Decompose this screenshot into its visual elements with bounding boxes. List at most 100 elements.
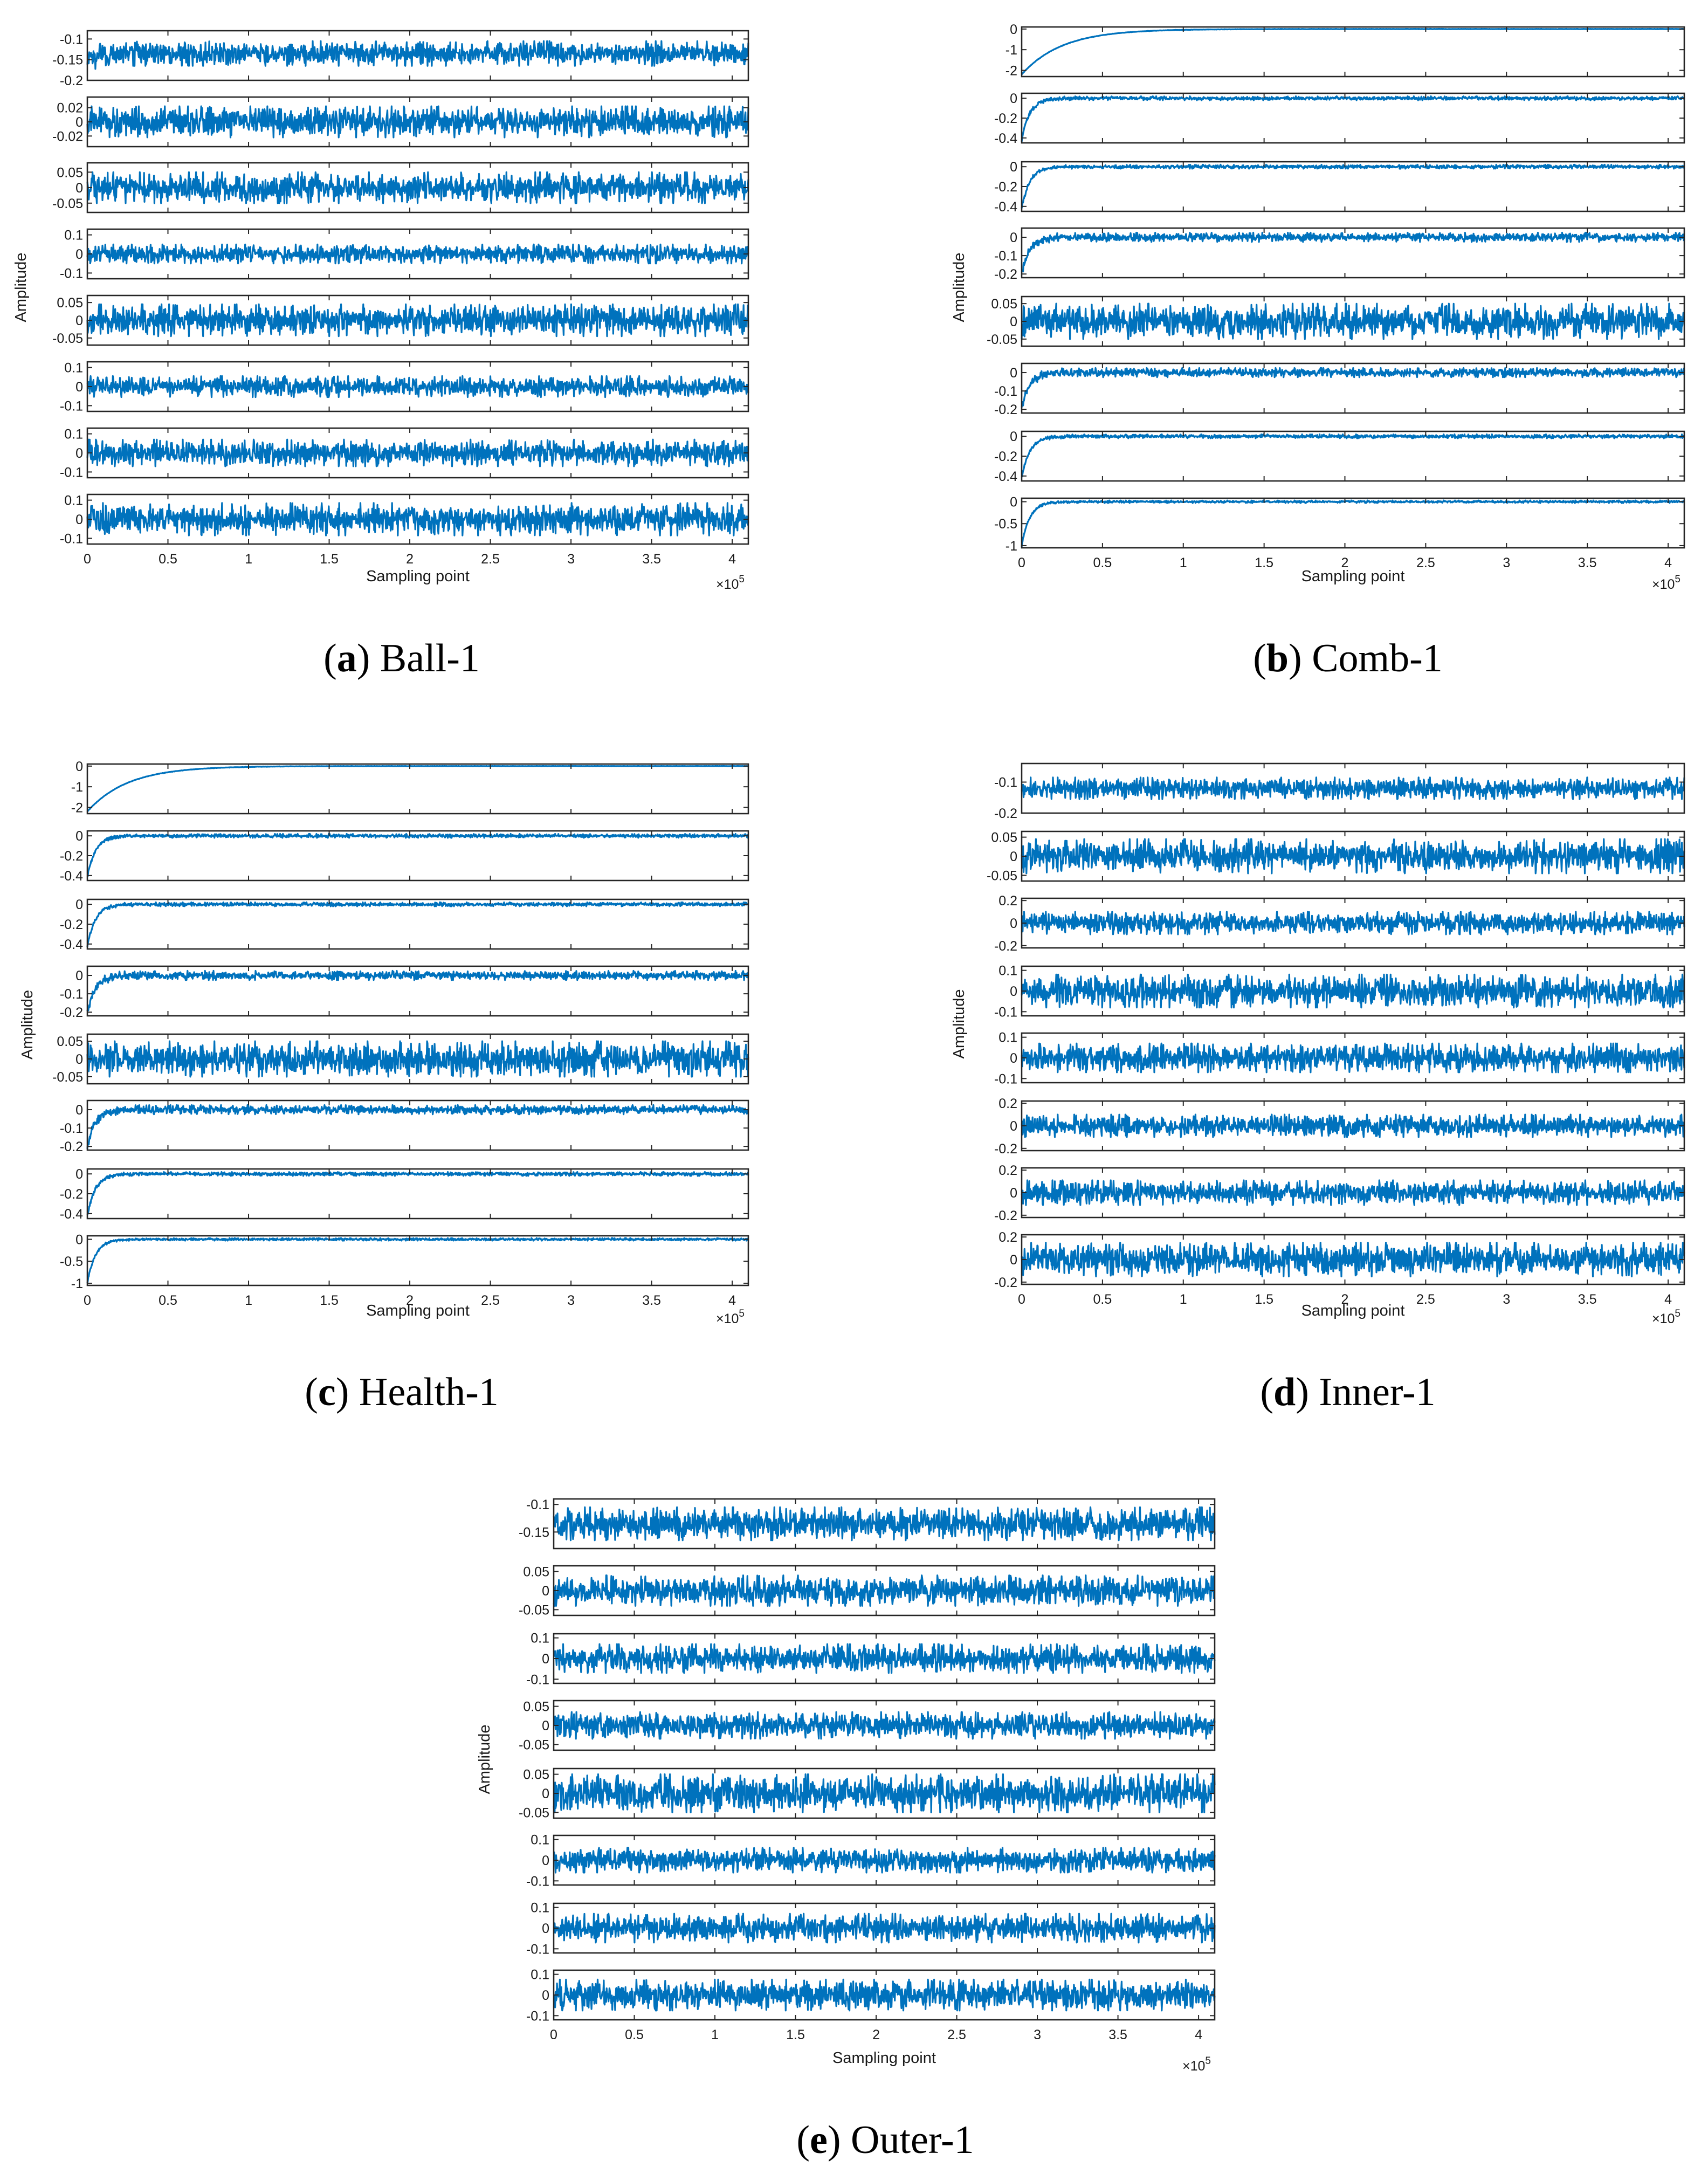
- axes-box: [1021, 26, 1685, 78]
- signal-trace-b-4: [1021, 231, 1685, 273]
- subplot-a-8: 0.1 0 -0.1: [60, 493, 749, 546]
- subplot-b-4: 0 -0.1 -0.2: [994, 227, 1685, 282]
- subplot-d-3: 0.2 0 -0.2: [994, 893, 1685, 954]
- y-tick-label: 0: [75, 1167, 83, 1182]
- y-tick-label: -0.05: [987, 868, 1017, 883]
- x-tick-label: 4: [728, 552, 736, 567]
- subplot-d-1: -0.1 -0.2: [994, 762, 1685, 821]
- signal-trace-a-5: [86, 303, 749, 338]
- y-tick-label: 0.05: [523, 1700, 549, 1715]
- y-tick-label: -0.1: [60, 465, 83, 480]
- y-tick-label: 0: [542, 1853, 549, 1868]
- signal-trace-a-4: [86, 243, 749, 265]
- y-tick-label: -0.1: [60, 987, 83, 1002]
- axes-box: [1021, 362, 1685, 414]
- y-tick-label: 0: [1010, 366, 1017, 381]
- subplot-e-4: 0.05 0 -0.05: [519, 1700, 1216, 1752]
- y-axis-label: Amplitude: [476, 1725, 493, 1794]
- y-tick-label: -0.1: [526, 1672, 549, 1687]
- y-tick-label: 0.2: [998, 893, 1017, 909]
- x-tick-label: 2: [872, 2027, 880, 2042]
- signal-trace-b-6: [1021, 367, 1685, 408]
- subplot-a-1: -0.1 -0.15 -0.2: [52, 30, 749, 88]
- axes-box: [86, 30, 749, 81]
- x-tick-label: 3.5: [642, 552, 661, 567]
- y-axis-label: Amplitude: [951, 253, 968, 322]
- y-axis-label: Amplitude: [12, 253, 30, 322]
- x-tick-label: 3: [1503, 555, 1510, 570]
- x-axis-label: Sampling point: [832, 2049, 936, 2067]
- y-tick-label: -0.4: [994, 131, 1017, 146]
- panel-a: -0.1-0.15-0.20.020-0.020.050-0.050.10-0.…: [12, 30, 749, 680]
- y-tick-label: 0.05: [523, 1767, 549, 1783]
- y-tick-label: 0: [542, 1652, 549, 1667]
- axes-box: [86, 1235, 749, 1287]
- subplot-b-6: 0 -0.1 -0.2: [994, 362, 1685, 417]
- signal-trace-b-5: [1021, 302, 1685, 340]
- y-tick-label: 0.1: [64, 493, 83, 508]
- signal-trace-b-2: [1021, 95, 1685, 142]
- y-tick-label: 0: [75, 181, 83, 196]
- x-tick-label: 2: [1341, 555, 1349, 570]
- y-tick-label: 0.05: [57, 165, 83, 180]
- y-tick-label: 0: [1010, 849, 1017, 864]
- signal-trace-b-1: [1021, 27, 1685, 75]
- axes-box: [1021, 762, 1685, 814]
- x-scale-multiplier: ×105: [1652, 574, 1681, 592]
- y-tick-label: 0: [75, 829, 83, 844]
- y-tick-label: -0.2: [994, 806, 1017, 821]
- subplot-a-6: 0.1 0 -0.1: [60, 361, 749, 414]
- y-tick-label: -0.05: [52, 331, 83, 346]
- y-tick-label: 0: [75, 1052, 83, 1067]
- y-tick-label: -0.1: [60, 531, 83, 546]
- y-tick-label: 0: [75, 968, 83, 983]
- y-tick-label: -0.2: [994, 1208, 1017, 1223]
- x-tick-label: 3: [1503, 1292, 1510, 1307]
- y-tick-label: -0.4: [994, 469, 1017, 484]
- y-tick-label: 0: [1010, 1186, 1017, 1201]
- axes-box: [86, 1099, 749, 1151]
- x-tick-label: 1.5: [1255, 555, 1273, 570]
- y-tick-label: 0: [1010, 314, 1017, 329]
- y-tick-label: -0.05: [519, 1602, 549, 1618]
- x-tick-label: 3.5: [642, 1293, 661, 1308]
- signal-trace-c-5: [86, 1040, 749, 1078]
- y-tick-label: 0: [1010, 984, 1017, 999]
- subplot-a-4: 0.1 0 -0.1: [60, 228, 749, 281]
- y-tick-label: 0.1: [64, 427, 83, 442]
- y-tick-label: -0.05: [519, 1737, 549, 1752]
- y-tick-label: -0.4: [994, 199, 1017, 215]
- subplot-c-4: 0 -0.1 -0.2: [60, 965, 749, 1020]
- y-tick-label: 0.1: [531, 1833, 549, 1848]
- subplot-c-3: 0 -0.2 -0.4: [60, 897, 749, 952]
- panel-e: -0.1-0.150.050-0.050.10-0.10.050-0.050.0…: [476, 1497, 1216, 2162]
- x-tick-label: 2: [406, 552, 414, 567]
- axes-box: [1021, 227, 1685, 279]
- subplot-d-8: 0.2 0 -0.2: [994, 1230, 1685, 1290]
- signal-trace-e-8: [553, 1978, 1216, 2012]
- y-tick-label: -0.15: [519, 1525, 549, 1540]
- subplot-a-7: 0.1 0 -0.1: [60, 427, 749, 480]
- subplot-b-8: 0 -0.5 -1: [994, 495, 1685, 554]
- subplot-e-6: 0.1 0 -0.1: [526, 1833, 1216, 1889]
- y-tick-label: 0.05: [991, 297, 1017, 312]
- y-tick-label: 0: [75, 512, 83, 527]
- subplot-d-4: 0.1 0 -0.1: [994, 964, 1685, 1020]
- panel-d: -0.1-0.20.050-0.050.20-0.20.10-0.10.10-0…: [951, 762, 1685, 1414]
- signal-trace-c-1: [86, 765, 749, 813]
- x-tick-label: 4: [1664, 1292, 1672, 1307]
- y-tick-label: -0.15: [52, 53, 83, 68]
- subplot-e-1: -0.1 -0.15: [519, 1497, 1216, 1550]
- y-tick-label: 0: [1010, 1119, 1017, 1134]
- signal-trace-e-3: [553, 1643, 1216, 1674]
- x-tick-label: 1: [711, 2027, 719, 2042]
- subplot-a-2: 0.020-0.02: [52, 96, 749, 148]
- signal-trace-c-2: [86, 833, 749, 877]
- x-tick-label: 3.5: [1108, 2027, 1127, 2042]
- subplot-d-7: 0.2 0 -0.2: [994, 1163, 1685, 1223]
- x-tick-label: 1.5: [320, 1293, 339, 1308]
- subplot-b-5: 0.05 0 -0.05: [987, 295, 1685, 347]
- x-tick-label: 3.5: [1578, 1292, 1597, 1307]
- signal-trace-d-5: [1021, 1042, 1685, 1074]
- x-tick-label: 3: [567, 552, 575, 567]
